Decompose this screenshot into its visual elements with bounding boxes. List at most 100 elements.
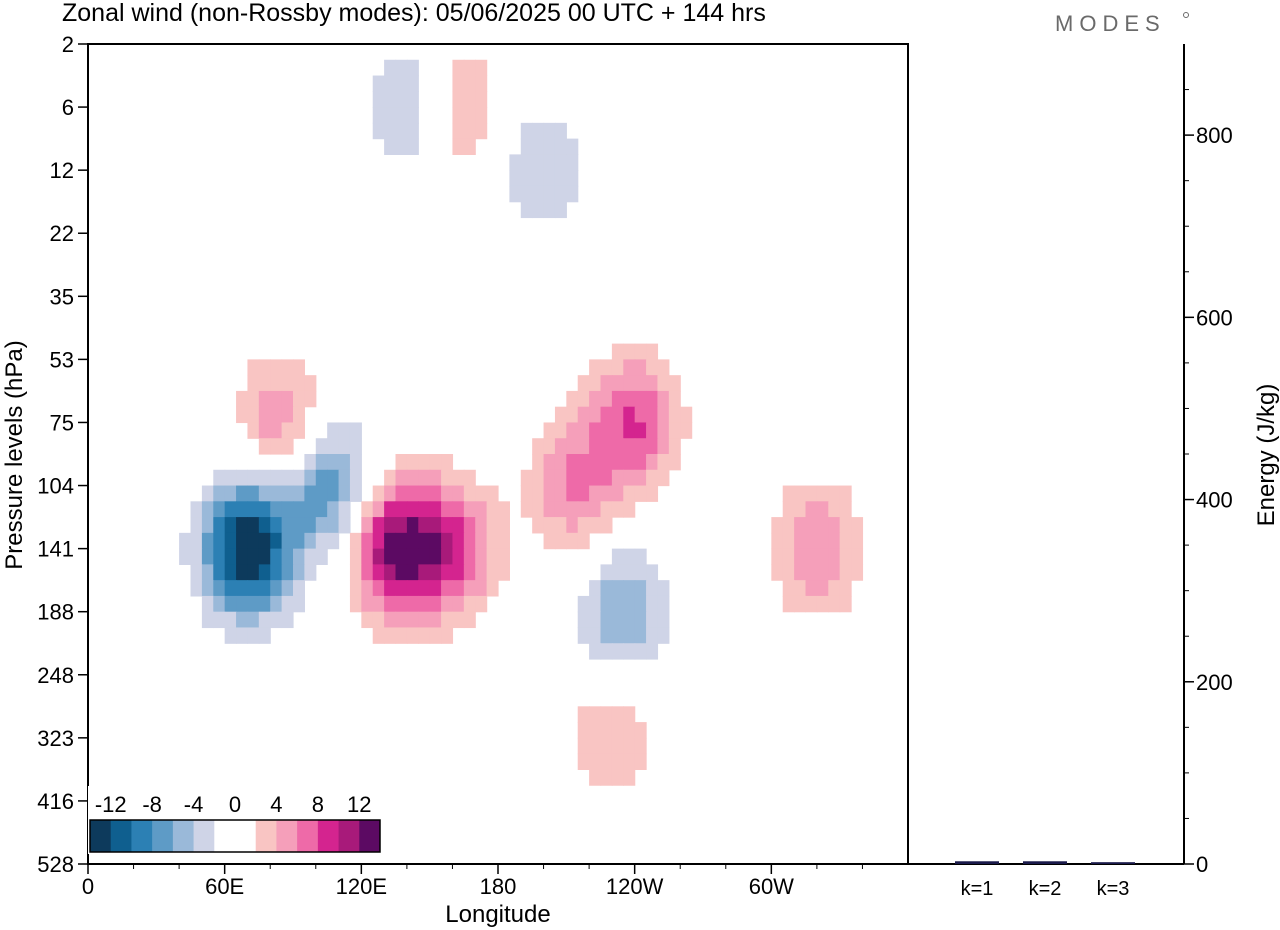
y-axis-label: Pressure levels (hPa) <box>1 340 28 569</box>
heatmap-cell <box>304 454 317 471</box>
heatmap-cell <box>657 438 670 455</box>
heatmap-cell <box>543 138 556 155</box>
heatmap-cell <box>611 611 624 629</box>
heatmap-cell <box>600 406 613 424</box>
heatmap-cell <box>179 532 192 550</box>
heatmap-cell <box>247 548 260 565</box>
heatmap-cell <box>224 548 237 565</box>
heatmap-cell <box>475 122 488 140</box>
heatmap-cell <box>281 532 294 550</box>
heatmap-cell <box>577 706 590 723</box>
heatmap-cell <box>349 485 362 502</box>
heatmap-cell <box>589 580 602 597</box>
heatmap-cell <box>600 611 613 629</box>
heatmap-cell <box>338 485 351 502</box>
heatmap-cell <box>452 532 465 550</box>
heatmap-cell <box>577 627 590 644</box>
heatmap-cell <box>293 532 305 550</box>
heatmap-cell <box>406 564 419 581</box>
heatmap-cell <box>429 532 442 550</box>
heatmap-cell <box>452 564 465 581</box>
heatmap-cell <box>520 501 533 518</box>
heatmap-cell <box>509 185 522 203</box>
heatmap-cell <box>486 532 499 550</box>
heatmap-cell <box>520 122 533 140</box>
heatmap-cell <box>441 548 454 565</box>
heatmap-cell <box>589 769 602 786</box>
heatmap-cell <box>816 595 829 613</box>
heatmap-cell <box>384 107 397 124</box>
heatmap-cell <box>270 359 283 376</box>
heatmap-cell <box>623 438 636 455</box>
heatmap-cell <box>532 517 545 534</box>
heatmap-cell <box>611 501 624 518</box>
heatmap-cell <box>372 611 385 629</box>
heatmap-cell <box>646 375 659 392</box>
heatmap-cell <box>236 406 249 424</box>
heatmap-cell <box>634 564 647 581</box>
heatmap-cell <box>293 564 305 581</box>
heatmap-cell <box>634 422 647 439</box>
heatmap-frame <box>87 43 909 865</box>
heatmap-cell <box>452 75 465 92</box>
heatmap-cell <box>224 580 237 597</box>
heatmap-cell <box>327 438 340 455</box>
energy-category-label: k=2 <box>1029 878 1062 900</box>
heatmap-cell <box>634 454 647 471</box>
heatmap-cell <box>805 595 818 613</box>
heatmap-cell <box>623 564 636 581</box>
heatmap-cell <box>213 501 226 518</box>
heatmap-cell <box>429 548 442 565</box>
heatmap-cell <box>247 469 260 487</box>
heatmap-cell <box>452 138 465 155</box>
energy-category-label: k=3 <box>1097 878 1130 900</box>
heatmap-cell <box>634 343 647 360</box>
energy-bar <box>955 861 999 864</box>
heatmap-cell <box>429 611 442 629</box>
heatmap-cell <box>418 454 431 471</box>
heatmap-cell <box>463 611 476 629</box>
heatmap-cell <box>589 438 602 455</box>
heatmap-cell <box>224 611 237 629</box>
heatmap-cell <box>589 390 602 408</box>
y-tick-label: 528 <box>37 852 74 877</box>
energy-tick-label: 800 <box>1196 123 1233 148</box>
heatmap-cell <box>475 532 488 550</box>
heatmap-cell <box>418 548 431 565</box>
heatmap-cell <box>646 564 659 581</box>
heatmap-cell <box>441 469 454 487</box>
heatmap-cell <box>589 722 602 739</box>
heatmap-cell <box>429 469 442 487</box>
heatmap-cell <box>577 375 590 392</box>
heatmap-cell <box>600 706 613 723</box>
heatmap-cell <box>395 122 408 140</box>
heatmap-cell <box>452 611 465 629</box>
heatmap-cell <box>623 485 636 502</box>
heatmap-cell <box>281 390 294 408</box>
heatmap-cell <box>634 722 647 739</box>
heatmap-cell <box>429 595 442 613</box>
heatmap-cell <box>463 485 476 502</box>
heatmap-cell <box>270 422 283 439</box>
heatmap-cell <box>270 501 283 518</box>
heatmap-cell <box>794 501 807 518</box>
heatmap-cell <box>589 501 602 518</box>
heatmap-cell <box>224 564 237 581</box>
heatmap-cell <box>190 548 203 565</box>
y-tick-label: 141 <box>37 537 74 562</box>
heatmap-cell <box>281 359 294 376</box>
heatmap-cell <box>577 611 590 629</box>
heatmap-cell <box>429 454 442 471</box>
colorbar-swatch <box>214 820 236 852</box>
heatmap-cell <box>349 595 362 613</box>
heatmap-cell <box>589 753 602 770</box>
heatmap-cell <box>623 422 636 439</box>
heatmap-cell <box>384 469 397 487</box>
heatmap-cell <box>475 580 488 597</box>
heatmap-cell <box>828 595 841 613</box>
heatmap-cell <box>349 422 362 439</box>
heatmap-cell <box>463 548 476 565</box>
heatmap-cell <box>247 580 260 597</box>
heatmap-cell <box>589 359 602 376</box>
heatmap-cell <box>600 454 613 471</box>
